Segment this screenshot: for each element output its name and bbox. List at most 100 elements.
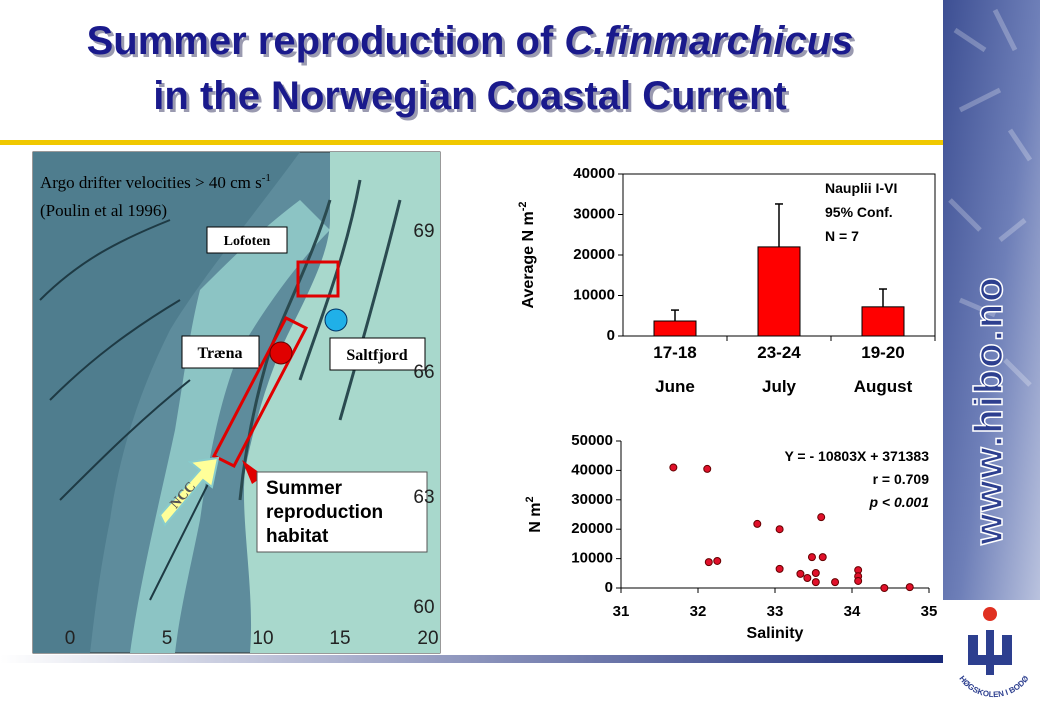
- drifter-tracks: [39, 219, 211, 601]
- y-tick-label: 10000: [573, 286, 615, 303]
- y-axis-label: N m2: [524, 496, 544, 532]
- point: [753, 519, 762, 528]
- map-caption-sup: -1: [262, 172, 271, 184]
- title-shadow: in the Norwegian Coastal Current: [156, 77, 789, 121]
- title-shadow-part: Summer reproduction of: [90, 22, 568, 66]
- footer-bar: [0, 655, 943, 663]
- habitat-box: [211, 315, 309, 469]
- y-tick-label: 20000: [573, 246, 615, 263]
- title-species: C.finmarchicus: [564, 19, 853, 63]
- lon-label: 15: [329, 628, 350, 649]
- x-axis-label: Salinity: [747, 625, 804, 642]
- logo-mark: [968, 630, 1012, 675]
- map-axes: 69 66 63 60 0 5 10 15 20: [65, 221, 439, 649]
- annotation: r = 0.709: [873, 471, 930, 487]
- logo-dot: [983, 607, 997, 621]
- y-tick-label: 40000: [573, 165, 615, 182]
- x-tick-label: 19-20: [861, 343, 904, 362]
- legend-text: Nauplii I-VI: [825, 180, 897, 196]
- lat-label: 69: [413, 221, 434, 242]
- title-part: Summer reproduction of: [87, 19, 565, 63]
- habitat-label: Summer: [266, 478, 343, 499]
- ncc-arrow: [158, 456, 220, 527]
- lofoten-box: [296, 260, 340, 298]
- y-tick-label: 20000: [571, 520, 613, 537]
- point: [811, 569, 820, 578]
- lat-label: 63: [413, 487, 434, 508]
- habitat-label: reproduction: [266, 502, 383, 523]
- annotation: p < 0.001: [868, 494, 929, 510]
- deep-sea: [33, 152, 300, 653]
- place-box: [181, 335, 260, 369]
- legend-text: 95% Conf.: [825, 204, 893, 220]
- legend-text: N = 7: [825, 228, 859, 244]
- point: [669, 463, 678, 472]
- map-caption-text: Argo drifter velocities > 40 cm s: [40, 173, 262, 192]
- title-line: Summer reproduction of C.finmarchicus: [87, 19, 854, 63]
- habitat-box-label: [256, 471, 428, 553]
- point: [854, 576, 863, 585]
- point: [704, 558, 713, 567]
- point: [831, 578, 840, 587]
- place-label: Saltfjord: [346, 347, 407, 364]
- lat-label: 66: [413, 362, 434, 383]
- point: [703, 464, 712, 473]
- point: [817, 513, 826, 522]
- map-caption: (Poulin et al 1996): [40, 201, 167, 220]
- y-axis-label-text: N m: [527, 502, 544, 532]
- traena-dot: [269, 341, 293, 365]
- x-tick-label-month: July: [762, 377, 797, 396]
- saltfjord-dot: [324, 308, 348, 332]
- x-tick-label: 33: [767, 603, 784, 620]
- lon-label: 0: [65, 628, 76, 649]
- point: [803, 574, 812, 583]
- title-shadow-part: C.finmarchicus: [567, 22, 856, 66]
- y-tick-label: 30000: [571, 491, 613, 508]
- x-tick-label-month: June: [655, 377, 695, 396]
- point: [796, 569, 805, 578]
- y-tick-label: 40000: [571, 461, 613, 478]
- title: Summer reproduction of C.finmarchicus Su…: [87, 19, 857, 121]
- y-tick-label: 0: [605, 579, 613, 596]
- point: [880, 584, 889, 592]
- y-axis-label: Average N m-2: [517, 201, 537, 308]
- place-box: [329, 337, 426, 371]
- point: [905, 583, 914, 592]
- map: Argo drifter velocities > 40 cm s-1 (Pou…: [32, 151, 441, 654]
- bar: [653, 320, 697, 337]
- point: [713, 556, 722, 565]
- y-axis-label-sup: 2: [524, 496, 536, 502]
- y-axis-label-sup: -2: [517, 201, 529, 211]
- point: [775, 525, 784, 534]
- point: [775, 564, 784, 573]
- x-tick-label: 17-18: [653, 343, 696, 362]
- x-tick-label: 32: [690, 603, 707, 620]
- lon-label: 20: [417, 628, 438, 649]
- sidebar-url: www.hibo.no: [967, 275, 1011, 545]
- title-line: in the Norwegian Coastal Current: [153, 74, 786, 118]
- x-tick-label: 31: [613, 603, 630, 620]
- habitat-label: habitat: [266, 526, 329, 547]
- x-tick-label: 34: [844, 603, 861, 620]
- title-rule: [0, 140, 943, 145]
- y-tick-label: 10000: [571, 550, 613, 567]
- point: [807, 553, 816, 562]
- x-tick-label: 35: [921, 603, 938, 620]
- bar: [757, 246, 801, 337]
- y-tick-label: 50000: [571, 432, 613, 449]
- title-shadow: Summer reproduction of C.finmarchicus: [90, 22, 857, 66]
- y-axis-label-text: Average N m: [520, 211, 537, 308]
- place-box: [206, 226, 288, 254]
- place-label: Træna: [197, 345, 242, 362]
- sidebar-pattern: [948, 8, 1033, 387]
- map-caption: Argo drifter velocities > 40 cm s-1: [40, 172, 271, 192]
- lon-label: 5: [162, 628, 173, 649]
- lat-label: 60: [413, 597, 434, 618]
- x-tick-label-month: August: [854, 377, 913, 396]
- lon-label: 10: [252, 628, 273, 649]
- y-tick-label: 30000: [573, 205, 615, 222]
- point: [811, 578, 820, 587]
- place-label: Lofoten: [224, 234, 271, 249]
- y-tick-label: 0: [607, 327, 615, 344]
